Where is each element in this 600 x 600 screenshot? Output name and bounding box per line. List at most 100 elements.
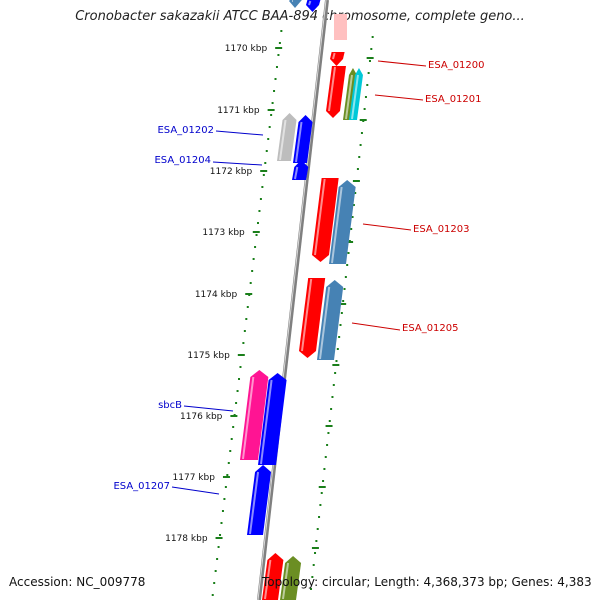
ruler-dot bbox=[242, 342, 245, 344]
ruler-dot bbox=[236, 390, 239, 392]
ruler-dot bbox=[274, 78, 277, 80]
ruler-dot bbox=[229, 450, 232, 452]
ruler-dot bbox=[358, 156, 361, 158]
feature-label[interactable]: ESA_01202 bbox=[157, 125, 214, 136]
ruler-dot bbox=[214, 570, 217, 572]
ruler-dot bbox=[211, 594, 214, 596]
ruler-dot bbox=[318, 516, 321, 518]
gene-esa01202[interactable] bbox=[277, 113, 297, 161]
ruler-dot bbox=[255, 234, 258, 236]
ruler-dot bbox=[251, 270, 254, 272]
feature-label[interactable]: ESA_01205 bbox=[402, 323, 459, 334]
ruler-dot bbox=[366, 84, 369, 86]
gene-red-small[interactable] bbox=[330, 52, 345, 66]
feature-label[interactable]: ESA_01207 bbox=[113, 481, 170, 492]
ruler-dot bbox=[339, 324, 342, 326]
gene-olive[interactable] bbox=[343, 68, 357, 120]
backbone-line bbox=[257, 0, 329, 600]
ruler-dot bbox=[249, 282, 252, 284]
ruler-dot bbox=[347, 252, 350, 254]
ruler-dot bbox=[367, 72, 370, 74]
gene-steel-low[interactable] bbox=[317, 280, 344, 360]
gene-steel-mid[interactable] bbox=[329, 180, 356, 264]
ruler-dot bbox=[371, 36, 374, 38]
ruler-label: 1174 kbp bbox=[195, 290, 238, 300]
leader-line bbox=[215, 130, 264, 136]
ruler-dot bbox=[246, 306, 249, 308]
gene-blue-sbcB[interactable] bbox=[258, 373, 287, 465]
ruler-dot bbox=[320, 492, 323, 494]
ruler-dot bbox=[346, 264, 349, 266]
ruler-label: 1176 kbp bbox=[180, 412, 223, 422]
ruler-dot bbox=[334, 372, 337, 374]
ruler-label: 1175 kbp bbox=[187, 351, 230, 361]
topology-text: Topology: circular; Length: 4,368,373 bp… bbox=[262, 575, 592, 589]
gene-esa01205[interactable] bbox=[299, 278, 326, 358]
ruler-dot bbox=[356, 168, 359, 170]
ruler-dot bbox=[359, 144, 362, 146]
ruler-dot bbox=[370, 48, 373, 50]
ruler-dot bbox=[245, 318, 248, 320]
gene-esa01207[interactable] bbox=[247, 465, 272, 535]
ruler-dot bbox=[315, 540, 318, 542]
ruler-label: 1171 kbp bbox=[217, 106, 260, 116]
ruler-dot bbox=[258, 210, 261, 212]
gene-blue-top[interactable] bbox=[306, 0, 321, 12]
gene-esa01204[interactable] bbox=[292, 160, 309, 180]
gene-olive-bottom[interactable] bbox=[280, 556, 302, 600]
ruler-dot bbox=[232, 426, 235, 428]
gene-faint-top[interactable] bbox=[334, 14, 347, 40]
accession-text: Accession: NC_009778 bbox=[9, 575, 146, 589]
ruler-dot bbox=[238, 378, 241, 380]
ruler-dot bbox=[331, 396, 334, 398]
backbone-highlight bbox=[257, 0, 327, 600]
ruler-dot bbox=[336, 348, 339, 350]
feature-label[interactable]: ESA_01204 bbox=[154, 155, 211, 166]
gene-blue-upper[interactable] bbox=[293, 115, 313, 163]
leader-line bbox=[362, 223, 412, 231]
ruler-dot bbox=[227, 462, 230, 464]
ruler-dot bbox=[324, 456, 327, 458]
ruler-dot bbox=[262, 174, 265, 176]
ruler-dot bbox=[319, 504, 322, 506]
ruler-dot bbox=[344, 276, 347, 278]
ruler-dot bbox=[332, 384, 335, 386]
gene-esa01201[interactable] bbox=[326, 66, 346, 118]
ruler-dot bbox=[259, 198, 262, 200]
ruler-dot bbox=[252, 258, 255, 260]
leader-line bbox=[183, 405, 234, 412]
ruler-dot bbox=[275, 66, 278, 68]
gene-steel-top[interactable] bbox=[289, 0, 302, 8]
feature-label[interactable]: ESA_01200 bbox=[428, 60, 485, 71]
ruler-dot bbox=[217, 546, 220, 548]
feature-label[interactable]: sbcB bbox=[158, 400, 182, 411]
gene-cyan[interactable] bbox=[349, 68, 363, 120]
ruler-dot bbox=[312, 564, 315, 566]
leader-line bbox=[171, 486, 220, 495]
ruler-dot bbox=[338, 336, 341, 338]
feature-label[interactable]: ESA_01201 bbox=[425, 94, 482, 105]
ruler-dot bbox=[239, 366, 242, 368]
ruler-dot bbox=[219, 534, 222, 536]
ruler-dot bbox=[277, 54, 280, 56]
feature-layer[interactable] bbox=[240, 0, 363, 600]
ruler-dot bbox=[230, 438, 233, 440]
ruler-label: 1178 kbp bbox=[165, 534, 208, 544]
ruler-dot bbox=[235, 402, 238, 404]
ruler-dot bbox=[360, 132, 363, 134]
ruler-dot bbox=[273, 90, 276, 92]
backbone-layer bbox=[257, 0, 329, 600]
gene-red-bottom[interactable] bbox=[262, 553, 284, 600]
label-layer: ESA_01200 ESA_01201 ESA_01202 ESA_01204 ESA_… bbox=[113, 60, 485, 495]
feature-label[interactable]: ESA_01203 bbox=[413, 224, 470, 235]
ruler-dot bbox=[343, 288, 346, 290]
ruler-dot bbox=[224, 486, 227, 488]
ruler-dot bbox=[326, 444, 329, 446]
ruler-dot bbox=[335, 360, 338, 362]
gene-esa01203[interactable] bbox=[312, 178, 339, 262]
ruler-label: 1177 kbp bbox=[173, 473, 216, 483]
gene-sbcB[interactable] bbox=[240, 370, 269, 460]
ruler-dot bbox=[254, 246, 257, 248]
map-title: Cronobacter sakazakii ATCC BAA-894 chrom… bbox=[75, 9, 525, 24]
